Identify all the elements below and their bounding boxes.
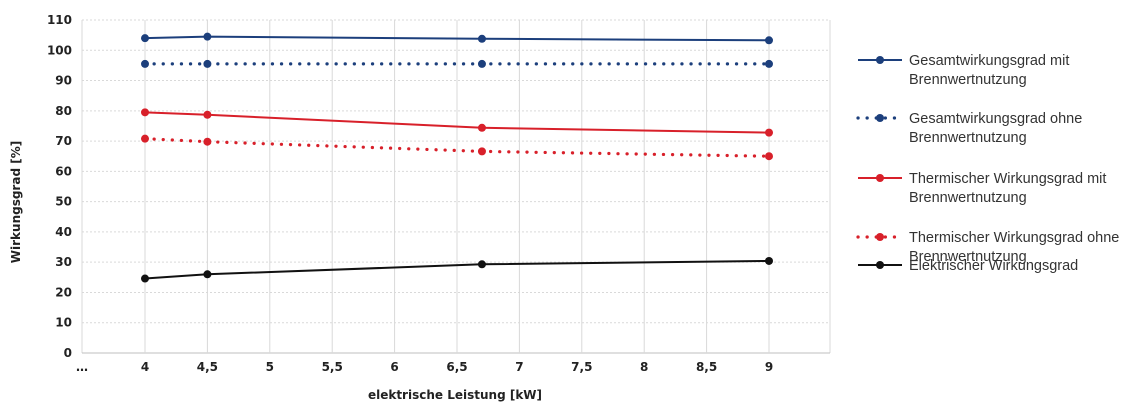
y-tick-label: 20 [55, 285, 72, 299]
legend-label: Elektrischer Wirkungsgrad [909, 258, 1078, 274]
data-point [477, 34, 486, 43]
y-tick-label: 60 [55, 164, 72, 178]
series-line [144, 259, 770, 280]
legend-label: Thermischer Wirkungsgrad ohne [909, 230, 1119, 246]
data-point [141, 108, 149, 117]
x-tick-label: 7 [515, 360, 523, 374]
x-tick-label: 6 [390, 360, 398, 374]
data-point [141, 134, 149, 143]
x-axis-ticks: … 4 4,5 5 5,5 6 6,5 7 7,5 8 8,5 9 [76, 360, 773, 374]
data-point [141, 274, 149, 283]
legend-label: Brennwertnutzung [909, 130, 1027, 146]
data-point [765, 256, 773, 265]
legend-item-1: Gesamtwirkungsgrad mit Brennwertnutzung [858, 53, 1069, 88]
series-3 [141, 108, 773, 137]
y-tick-label: 90 [55, 74, 72, 88]
y-axis-title: Wirkungsgrad [%] [9, 141, 23, 263]
y-tick-label: 50 [55, 195, 72, 209]
series-layer [141, 32, 773, 283]
legend-item-3: Thermischer Wirkungsgrad mit Brennwertnut… [858, 171, 1106, 206]
x-tick-label: 5 [266, 360, 274, 374]
data-point [203, 270, 212, 279]
x-tick-label: 8 [640, 360, 648, 374]
y-tick-label: 100 [47, 43, 72, 57]
legend-item-4: Thermischer Wirkungsgrad ohne Brennwertnu… [856, 230, 1119, 265]
x-tick-label: 4,5 [197, 360, 218, 374]
legend-item-2: Gesamtwirkungsgrad ohne Brennwertnutzung [856, 111, 1082, 146]
legend: Gesamtwirkungsgrad mitBrennwertnutzungGe… [856, 53, 1119, 274]
series-line [144, 111, 770, 134]
series-2 [141, 59, 773, 68]
legend-label: Brennwertnutzung [909, 72, 1027, 88]
data-point [477, 123, 486, 132]
x-tick-label: … [76, 360, 88, 374]
legend-label: Brennwertnutzung [909, 249, 1027, 265]
series-5 [141, 256, 773, 283]
legend-swatch-marker [876, 261, 884, 269]
legend-swatch-marker [876, 233, 884, 241]
data-point [765, 59, 773, 68]
legend-label: Thermischer Wirkungsgrad mit [909, 171, 1106, 187]
data-point [203, 59, 212, 68]
legend-swatch-marker [876, 56, 884, 64]
series-line [144, 35, 770, 42]
y-tick-label: 110 [47, 13, 72, 27]
series-4 [141, 134, 773, 161]
data-point [477, 147, 486, 156]
x-tick-label: 5,5 [322, 360, 343, 374]
legend-label: Gesamtwirkungsgrad mit [909, 53, 1069, 69]
x-tick-label: 4 [141, 360, 149, 374]
grid [81, 19, 831, 354]
data-point [477, 260, 486, 269]
y-tick-label: 70 [55, 134, 72, 148]
y-tick-label: 80 [55, 104, 72, 118]
data-point [765, 152, 773, 161]
y-tick-label: 40 [55, 225, 72, 239]
data-point [765, 128, 773, 137]
y-axis-ticks: 0 10 20 30 40 50 60 70 80 90 100 110 [47, 13, 72, 360]
data-point [203, 32, 212, 41]
legend-item-5: Elektrischer Wirkungsgrad [858, 258, 1078, 274]
data-point [477, 59, 486, 68]
x-tick-label: 8,5 [696, 360, 717, 374]
legend-label: Gesamtwirkungsgrad ohne [909, 111, 1082, 127]
y-tick-label: 30 [55, 255, 72, 269]
legend-swatch-marker [876, 114, 884, 122]
legend-label: Brennwertnutzung [909, 190, 1027, 206]
data-point [765, 36, 773, 45]
legend-swatch-marker [876, 174, 884, 182]
x-axis-title: elektrische Leistung [kW] [368, 388, 542, 402]
data-point [141, 59, 149, 68]
data-point [203, 137, 212, 146]
x-tick-label: 7,5 [571, 360, 592, 374]
y-tick-label: 10 [55, 316, 72, 330]
series-1 [141, 32, 773, 45]
series-line [143, 137, 771, 158]
data-point [141, 34, 149, 43]
x-tick-label: 9 [765, 360, 773, 374]
x-tick-label: 6,5 [446, 360, 467, 374]
data-point [203, 110, 212, 119]
y-tick-label: 0 [64, 346, 72, 360]
